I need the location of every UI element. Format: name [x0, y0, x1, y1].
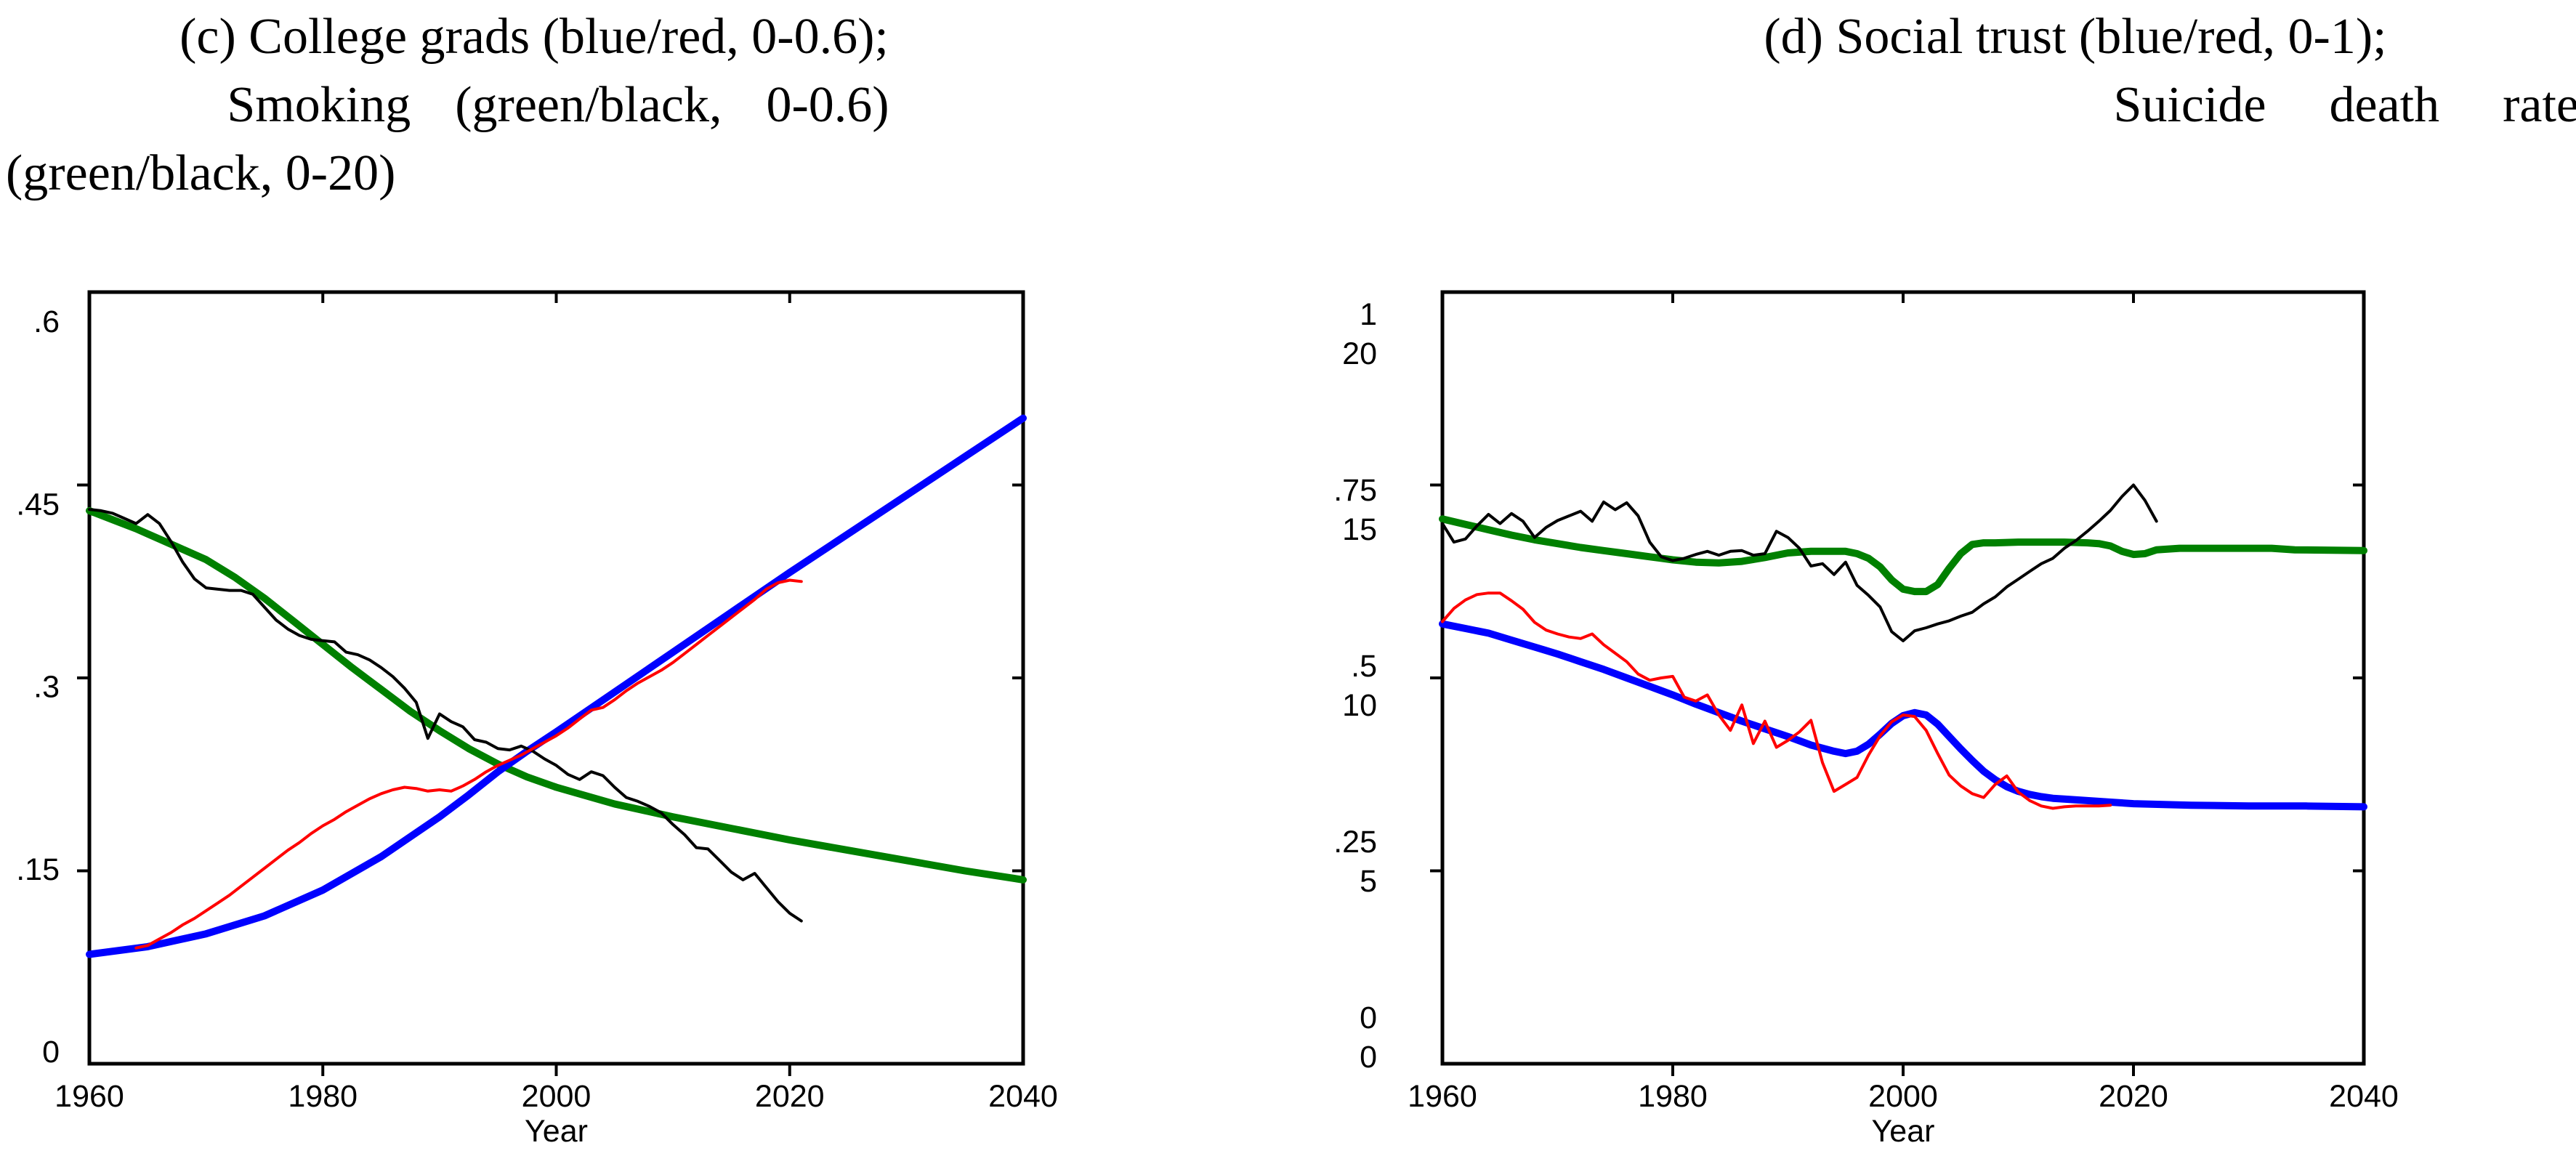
panel-d-ylabel-rate: 0	[1360, 1040, 1377, 1075]
panel-c-ylabel: 0	[42, 1035, 60, 1070]
panel-d-ylabel-rate: 15	[1342, 512, 1377, 547]
panel-c-college-grads-data-line	[134, 578, 803, 950]
panel-c-title-line1: (c) College grads (blue/red, 0-0.6);	[179, 9, 889, 65]
panel-d-social-trust-data-line	[1441, 591, 2112, 810]
panel-d-ylabel-rate: 20	[1342, 336, 1377, 371]
panel-d-plot-box	[1440, 290, 2366, 1066]
panel-d-suicide-data-line	[1441, 483, 2158, 642]
panel-d-suicide-trend-line	[1439, 515, 2367, 596]
panel-c-college-grads-trend-line	[86, 414, 1027, 958]
panel-d-ylabel-trust: 1	[1360, 297, 1377, 332]
panel-d-xlabel-2000: 2000	[1868, 1079, 1938, 1114]
panel-c-plot-box	[87, 290, 1025, 1066]
panel-c-xlabel-2040: 2040	[988, 1079, 1058, 1114]
panel-d-xlabel-1980: 1980	[1638, 1079, 1708, 1114]
panel-d-ylabel-trust: .75	[1333, 473, 1377, 508]
panel-d-title-line1: (d) Social trust (blue/red, 0-1);	[1764, 9, 2387, 65]
panel-c-xaxis-title: Year	[525, 1114, 588, 1149]
panel-c-xlabel-2000: 2000	[522, 1079, 591, 1114]
panel-c-ylabel: .3	[33, 670, 60, 705]
panel-c-ylabel: .15	[16, 852, 60, 887]
panel-d-xlabel-2020: 2020	[2099, 1079, 2168, 1114]
panel-d-ylabel-trust: 0	[1360, 1001, 1377, 1035]
panel-d-xlabel-1960: 1960	[1408, 1079, 1477, 1114]
panel-c-smoking-trend-line	[86, 506, 1027, 884]
panel-c-xlabel-1960: 1960	[54, 1079, 124, 1114]
panel-d-ylabel-trust: .5	[1351, 649, 1377, 684]
panel-d-ylabel-trust: .25	[1333, 825, 1377, 860]
panel-c-title-line2: Smoking (green/black, 0-0.6)	[227, 77, 889, 133]
panel-c-xlabel-1980: 1980	[288, 1079, 358, 1114]
panel-d-xlabel-2040: 2040	[2329, 1079, 2399, 1114]
panel-d-xaxis-title: Year	[1872, 1114, 1935, 1149]
panel-c-smoking-data-line	[88, 508, 803, 923]
panel-c-xlabel-2020: 2020	[755, 1079, 825, 1114]
panel-c-title-line3: (green/black, 0-20)	[6, 145, 396, 201]
panel-d-ylabel-rate: 5	[1360, 864, 1377, 899]
panel-d-title-line2: Suicide death rate	[2113, 77, 2576, 133]
panel-c-ylabel: .6	[33, 304, 60, 339]
panel-c-ylabel: .45	[16, 487, 60, 522]
panel-d-ylabel-rate: 10	[1342, 688, 1377, 723]
